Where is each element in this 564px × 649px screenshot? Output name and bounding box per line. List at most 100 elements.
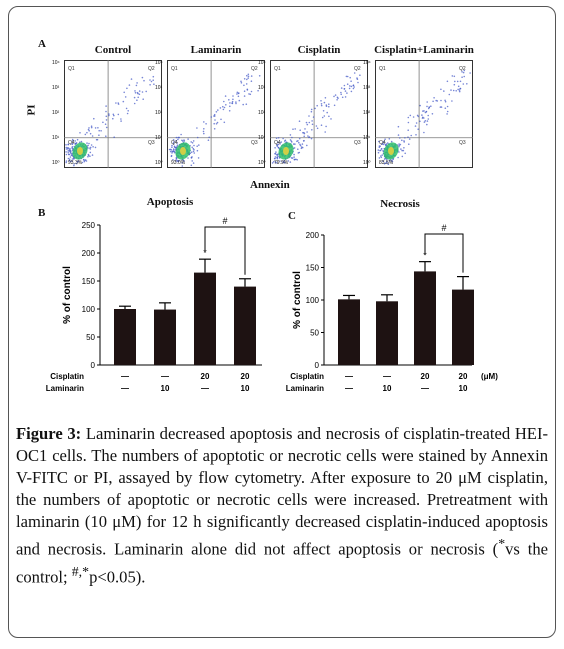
- event-dot: [289, 161, 292, 163]
- event-dot: [71, 140, 74, 142]
- y-tick-label: 50: [86, 333, 95, 342]
- event-dot: [89, 155, 91, 157]
- event-dot: [450, 89, 452, 91]
- caption-text-3: p<0.05).: [89, 567, 146, 587]
- event-dot: [172, 150, 175, 153]
- event-dot: [312, 116, 315, 118]
- quadrant-label: Q3: [148, 140, 155, 146]
- event-dot: [419, 120, 421, 123]
- event-dot: [214, 119, 216, 121]
- apoptosis-chart: % of control 0 50 100 150 200 250 * # Cisplatin — —…: [46, 216, 262, 393]
- event-dot: [423, 131, 425, 134]
- event-dot: [463, 69, 466, 72]
- event-dot: [458, 90, 461, 93]
- event-dot: [427, 114, 429, 117]
- event-dot: [190, 141, 192, 143]
- event-dot: [128, 84, 131, 86]
- event-dot: [213, 115, 215, 117]
- event-dot: [320, 104, 323, 107]
- event-dot: [283, 160, 286, 162]
- flow-axis-tick: 10¹: [258, 135, 266, 141]
- event-dot: [122, 100, 125, 103]
- event-dot: [152, 79, 154, 81]
- significance-marker: *: [203, 248, 207, 258]
- flow-axis-tick: 10²: [52, 110, 60, 116]
- treatment-value: —: [345, 384, 353, 393]
- event-dot: [352, 87, 355, 90]
- event-dot: [71, 138, 74, 141]
- event-dot: [190, 151, 193, 153]
- event-dot: [94, 127, 97, 129]
- event-dot: [141, 76, 144, 79]
- cluster-core: [283, 147, 289, 155]
- event-dot: [196, 145, 198, 147]
- event-dot: [423, 110, 425, 112]
- event-dot: [117, 113, 120, 116]
- event-dot: [289, 134, 292, 136]
- event-dot: [350, 90, 353, 93]
- event-dot: [404, 152, 406, 155]
- event-dot: [240, 82, 243, 84]
- quadrant-label: Q3: [459, 140, 466, 146]
- event-dot: [305, 121, 308, 124]
- event-dot: [175, 140, 177, 142]
- event-dot: [108, 114, 110, 117]
- y-axis-label: % of control: [62, 266, 73, 324]
- event-dot: [397, 134, 400, 136]
- event-dot: [231, 100, 234, 103]
- event-dot: [399, 143, 402, 146]
- flow-axis-tick: 10⁴: [155, 60, 163, 66]
- event-dot: [274, 147, 276, 149]
- event-dot: [378, 140, 380, 143]
- event-dot: [65, 160, 68, 162]
- event-dot: [76, 138, 79, 141]
- event-dot: [401, 155, 404, 158]
- quadrant-label: Q1: [171, 66, 178, 72]
- event-dot: [350, 80, 352, 82]
- event-dot: [299, 143, 301, 146]
- event-dot: [237, 95, 240, 98]
- event-dot: [172, 139, 175, 141]
- event-dot: [407, 121, 410, 124]
- event-dot: [401, 139, 403, 142]
- event-dot: [277, 141, 279, 144]
- event-dot: [459, 87, 461, 90]
- event-dot: [104, 123, 107, 125]
- unit-label: (μM): [481, 372, 498, 381]
- event-dot: [425, 110, 428, 113]
- event-dot: [407, 129, 409, 131]
- event-dot: [287, 160, 290, 162]
- event-dot: [433, 97, 435, 99]
- event-dot: [298, 151, 301, 154]
- flow-axis-tick: 10²: [258, 110, 266, 116]
- quadrant-label: Q4: [68, 140, 75, 146]
- event-dot: [117, 102, 119, 104]
- event-dot: [105, 105, 107, 107]
- event-dot: [67, 153, 70, 156]
- apoptosis-title: Apoptosis: [146, 196, 194, 208]
- event-dot: [276, 162, 278, 164]
- event-dot: [213, 113, 216, 116]
- event-dot: [203, 121, 205, 123]
- event-dot: [100, 130, 102, 132]
- event-dot: [311, 129, 313, 131]
- event-dot: [379, 149, 381, 152]
- event-dot: [71, 158, 74, 160]
- event-dot: [210, 116, 213, 118]
- event-dot: [325, 125, 327, 128]
- event-dot: [308, 121, 311, 124]
- bracket-label: #: [441, 223, 446, 233]
- event-dot: [462, 71, 465, 74]
- event-dot: [316, 104, 318, 107]
- event-dot: [325, 105, 328, 107]
- event-dot: [274, 153, 277, 155]
- treatment-value: —: [121, 372, 129, 381]
- event-dot: [322, 110, 325, 112]
- event-dot: [190, 164, 193, 167]
- event-dot: [408, 143, 410, 145]
- event-dot: [341, 96, 344, 99]
- event-dot: [223, 121, 226, 124]
- event-dot: [343, 88, 346, 90]
- event-dot: [191, 160, 193, 162]
- event-dot: [203, 132, 205, 135]
